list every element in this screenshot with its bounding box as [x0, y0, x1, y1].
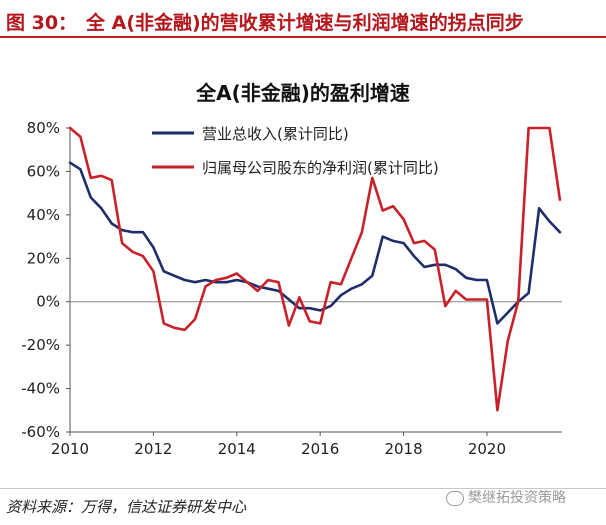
footer-divider — [0, 488, 606, 489]
figure-label: 图 30： — [6, 12, 78, 34]
watermark-text: 樊继拓投资策略 — [468, 490, 566, 506]
x-tick-label: 2016 — [301, 440, 339, 458]
legend-label: 营业总收入(累计同比) — [202, 125, 349, 143]
series-line-net-profit — [68, 126, 562, 412]
y-tick-label: 0% — [36, 293, 60, 311]
figure-title: 全 A(非金融)的营收累计增速与利润增速的拐点同步 — [86, 12, 524, 34]
legend-label: 归属母公司股东的净利润(累计同比) — [202, 159, 439, 177]
wechat-icon — [446, 490, 464, 506]
y-tick-label: -40% — [21, 380, 60, 398]
x-tick-label: 2012 — [134, 440, 172, 458]
x-tick-label: 2020 — [468, 440, 506, 458]
y-tick-label: -60% — [21, 423, 60, 441]
figure-source: 资料来源：万得，信达证券研发中心 — [6, 498, 247, 516]
x-tick-label: 2018 — [384, 440, 422, 458]
legend: 营业总收入(累计同比) 归属母公司股东的净利润(累计同比) — [152, 125, 439, 177]
watermark: 樊继拓投资策略 — [446, 487, 566, 507]
y-tick-label: 20% — [27, 249, 60, 267]
figure-header: 图 30： 全 A(非金融)的营收累计增速与利润增速的拐点同步 — [0, 0, 606, 38]
x-tick-label: 2014 — [218, 440, 256, 458]
y-tick-label: 40% — [27, 206, 60, 224]
y-tick-label: 60% — [27, 162, 60, 180]
y-tick-label: -20% — [21, 336, 60, 354]
series-line-revenue — [68, 161, 562, 325]
chart-title: 全A(非金融)的盈利增速 — [195, 81, 410, 105]
x-tick-label: 2010 — [51, 440, 89, 458]
line-chart: 全A(非金融)的盈利增速 -60% -40% -20% 0% 20% 40% 60% 80% 2… — [21, 81, 562, 458]
y-tick-label: 80% — [27, 119, 60, 137]
plot-area: -60% -40% -20% 0% 20% 40% 60% 80% 2010 2012 2014 20… — [21, 119, 562, 458]
